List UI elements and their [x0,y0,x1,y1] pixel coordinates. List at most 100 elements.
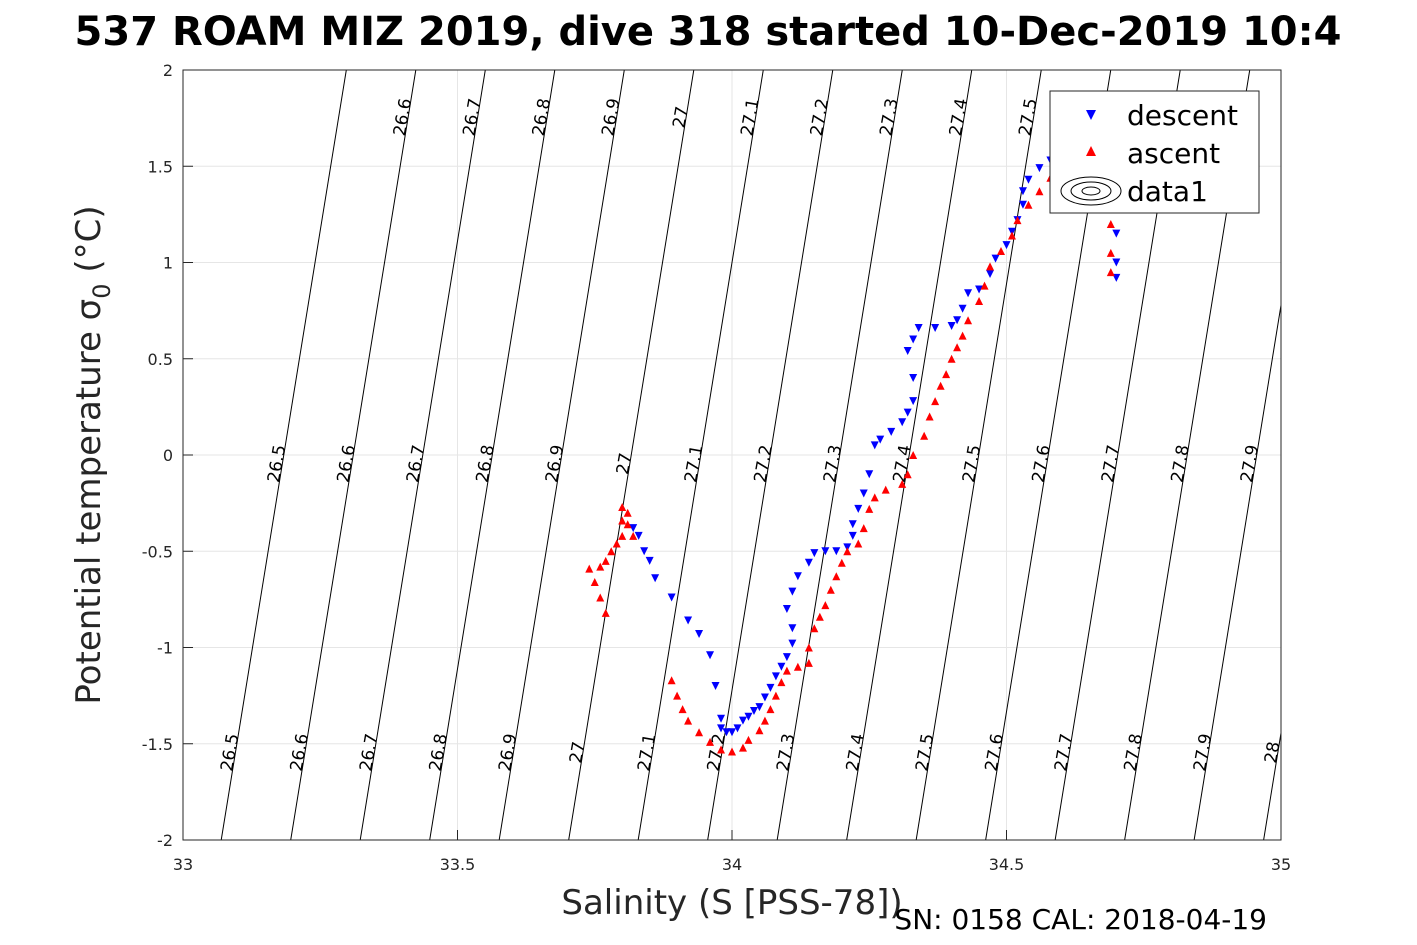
descent-point [788,587,797,596]
ascent-point [821,601,830,610]
descent-point [975,285,984,294]
ascent-point [854,539,863,548]
descent-point [1112,229,1121,238]
descent-point [870,441,879,450]
descent-point [640,547,649,556]
x-axis-label: Salinity (S [PSS-78]) [561,883,902,923]
legend-data1-label: data1 [1127,175,1208,208]
isopycnal-contours [220,70,1281,840]
isopycnal-line [707,70,834,840]
ascent-point [859,524,868,533]
descent-point [755,703,764,712]
ascent-point [898,479,907,488]
ascent-point [980,281,989,290]
descent-point [695,630,704,639]
ascent-point [815,612,824,621]
y-axis-label-text: Potential temperature [69,331,109,704]
isopycnal-label: 27 [669,105,692,130]
descent-point [717,724,726,733]
legend-box [1049,90,1260,214]
descent-point [821,547,830,556]
descent-point [1024,175,1033,184]
ascent-point [942,370,951,379]
y-tick-label: 1.5 [148,157,173,176]
descent-point [749,707,758,716]
isopycnal-label: 27 [613,451,636,476]
ascent-point [717,745,726,754]
descent-point [953,316,962,325]
descent-point [629,524,638,533]
y-tick-label: 1 [163,254,173,273]
ascent-point [607,547,616,556]
legend-descent-label: descent [1127,99,1238,132]
descent-point [876,435,885,444]
x-tick-label: 34.5 [989,855,1025,874]
isopycnal-label: 28 [1261,740,1284,765]
descent-point [706,651,715,660]
descent-point [903,347,912,356]
descent-point [909,335,918,344]
descent-point [782,653,791,662]
ascent-point [777,678,786,687]
descent-point [738,716,747,725]
ascent-point [760,716,769,725]
ascent-point [1007,231,1016,240]
descent-point [722,728,731,737]
ascent-point [947,354,956,363]
isopycnal-label: 27 [566,740,589,765]
legend-data1-marker [1060,176,1122,206]
ascent-point [925,412,934,421]
ascent-point [744,735,753,744]
isopycnal-line [290,70,417,840]
ascent-point [832,572,841,581]
descent-point [854,504,863,513]
ascent-point [1106,268,1115,277]
ascent-point [601,608,610,617]
ascent-point [673,691,682,700]
descent-point [991,254,1000,263]
legend-descent-marker [1086,110,1096,120]
ascent-point [585,564,594,573]
ascent-point [865,504,874,513]
x-ticks: 33 33.5 34 34.5 35 [173,830,1291,874]
ascent-point [612,539,621,548]
ascent-point [623,520,632,529]
ascent-point [728,747,736,756]
descent-point [958,304,967,313]
x-tick-label: 33.5 [440,855,476,874]
ascent-point [601,556,610,565]
ascent-point [958,331,967,340]
descent-point [903,408,912,417]
y-axis-label: Potential temperature σ0 (°C) [69,205,116,704]
descent-point [931,323,940,332]
y-tick-label: -1.5 [142,735,173,754]
descent-point [728,728,736,737]
descent-point [645,556,654,565]
ascent-point [1035,187,1044,196]
ascent-point [629,531,638,540]
ascent-point [596,562,605,571]
ascent-point [755,726,764,735]
isopycnal-line [568,70,695,840]
ascent-point [667,676,676,685]
isopycnal-line [220,70,347,840]
descent-point [782,605,791,613]
ascent-point [843,547,852,556]
isopycnal-line [915,70,1042,840]
ascent-point [837,558,846,567]
descent-point [733,724,742,733]
descent-point [667,593,676,602]
ascent-point [997,246,1006,255]
ascent-point [1106,220,1115,228]
descent-point [684,616,693,625]
descent-point [766,683,775,692]
isopycnal-line [776,70,903,840]
descent-point [848,520,857,529]
ascent-point [1013,216,1022,225]
y-axis-label-unit: (°C) [69,205,109,272]
ascent-point [766,705,775,714]
descent-point [909,397,918,406]
descent-point [947,322,956,331]
y-tick-label: -0.5 [142,542,173,561]
ascent-series [585,129,1115,756]
